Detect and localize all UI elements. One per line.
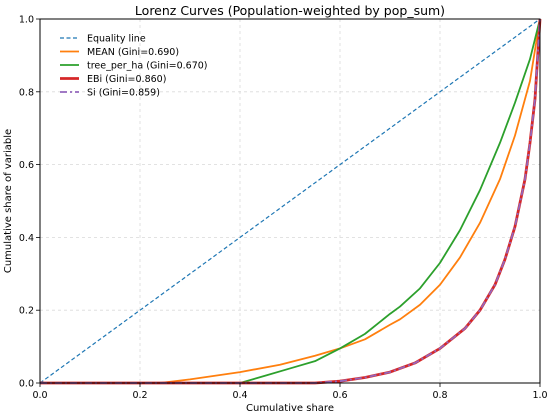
chart-title: Lorenz Curves (Population-weighted by po… <box>135 3 445 18</box>
plot-frame <box>39 18 541 384</box>
y-axis-label: Cumulative share of variable <box>3 129 14 273</box>
legend: Equality line MEAN (Gini=0.690) tree_per_h… <box>60 34 208 99</box>
axis-ticks: 0.0 0.2 0.4 0.6 0.8 1.0 0.0 0.2 0.4 0.6 0.8 1.0 <box>19 15 548 402</box>
legend-entry-1: MEAN (Gini=0.690) <box>87 47 179 58</box>
legend-entry-4: Si (Gini=0.859) <box>87 88 160 99</box>
legend-entry-0: Equality line <box>87 34 146 45</box>
series-line-2 <box>40 18 541 384</box>
series-layer <box>39 18 542 385</box>
series-line-4 <box>40 18 541 384</box>
y-tick-label: 0.8 <box>19 87 34 98</box>
series-line-1 <box>40 18 541 384</box>
y-tick-label: 1.0 <box>19 15 34 26</box>
x-tick-label: 0.0 <box>32 390 47 401</box>
x-tick-label: 1.0 <box>532 390 547 401</box>
y-tick-label: 0.4 <box>19 233 34 244</box>
legend-entry-3: EBi (Gini=0.860) <box>87 74 166 85</box>
x-tick-label: 0.6 <box>332 390 347 401</box>
series-line-0 <box>39 18 541 384</box>
x-tick-label: 0.4 <box>232 390 247 401</box>
y-tick-label: 0.6 <box>19 160 34 171</box>
y-tick-label: 0.2 <box>19 306 34 317</box>
x-tick-label: 0.8 <box>432 390 447 401</box>
x-tick-label: 0.2 <box>132 390 147 401</box>
y-tick-label: 0.0 <box>19 379 34 390</box>
legend-entry-2: tree_per_ha (Gini=0.670) <box>87 61 208 72</box>
x-axis-label: Cumulative share <box>246 403 334 414</box>
